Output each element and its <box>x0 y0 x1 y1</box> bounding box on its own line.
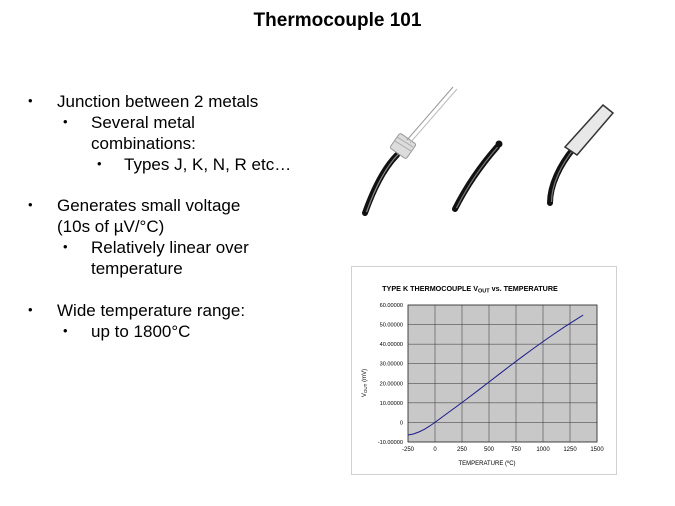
thermocouple-chart: TYPE K THERMOCOUPLE VOUT vs. TEMPERATURE… <box>351 266 617 475</box>
y-tick-label: 30.00000 <box>380 362 403 368</box>
x-tick-label: -250 <box>402 447 415 453</box>
x-tick-label: 500 <box>484 447 495 453</box>
bullet-dot: • <box>63 114 68 129</box>
x-tick-label: 1500 <box>590 447 604 453</box>
bullet-metal-combos-line2: combinations: <box>91 134 196 153</box>
bullet-dot: • <box>63 239 68 254</box>
chart-svg: TYPE K THERMOCOUPLE VOUT vs. TEMPERATURE… <box>362 284 604 467</box>
bullet-dot: • <box>97 156 102 171</box>
x-tick-label: 1250 <box>563 447 577 453</box>
bullet-dot: • <box>28 302 33 317</box>
bullet-voltage-line1: Generates small voltage <box>57 196 241 215</box>
chart-title: TYPE K THERMOCOUPLE VOUT vs. TEMPERATURE <box>382 284 558 295</box>
x-tick-label: 0 <box>433 447 437 453</box>
y-tick-label: -10.00000 <box>378 440 403 446</box>
exposed-wire-probe <box>362 86 458 216</box>
x-tick-label: 1000 <box>536 447 550 453</box>
bullet-dot: • <box>63 323 68 338</box>
bullet-dot: • <box>28 93 33 108</box>
bullet-voltage-line2: (10s of µV/°C) <box>57 217 165 236</box>
x-tick-label: 250 <box>457 447 468 453</box>
bullet-range: Wide temperature range: <box>57 301 246 320</box>
y-tick-label: 10.00000 <box>380 401 403 407</box>
y-tick-label: 60.00000 <box>380 303 403 309</box>
y-tick-label: 20.00000 <box>380 381 403 387</box>
x-axis-label: TEMPERATURE (ºC) <box>458 460 515 467</box>
bullet-linear-line2: temperature <box>91 259 183 278</box>
y-tick-label: 50.00000 <box>380 323 403 329</box>
bullet-junction: Junction between 2 metals <box>57 92 259 111</box>
bullet-max-temp: up to 1800°C <box>91 322 191 341</box>
bead-probe <box>452 140 503 212</box>
slide-title: Thermocouple 101 <box>253 10 422 31</box>
y-axis-label: VOUT (mV) <box>362 369 368 397</box>
bullet-linear-line1: Relatively linear over <box>91 238 249 257</box>
thermocouple-probes-image <box>362 86 615 216</box>
bullet-types: Types J, K, N, R etc… <box>124 155 292 174</box>
bullet-dot: • <box>28 197 33 212</box>
x-tick-label: 750 <box>511 447 522 453</box>
y-tick-label: 0 <box>400 420 403 426</box>
bullet-metal-combos-line1: Several metal <box>91 113 195 132</box>
vout-curve <box>407 314 584 436</box>
sheathed-probe <box>547 103 615 206</box>
y-tick-label: 40.00000 <box>380 342 403 348</box>
